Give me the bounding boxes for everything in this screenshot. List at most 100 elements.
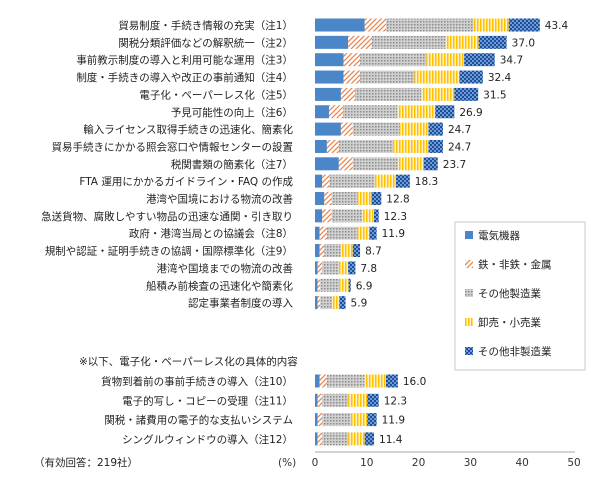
bar-segment-5-row-6: [435, 105, 455, 119]
value-labels-group: 43.4 37.0 34.7 32.4 31.526.9 24.7 24.7 23.7 18.3…: [351, 20, 569, 446]
bar-segment-1-row-3: [315, 53, 344, 67]
x-axis-ticks: 0 10 20 30 40 50: [312, 457, 581, 469]
bar-segment-1-row-6: [315, 105, 329, 119]
legend-label: その他製造業: [478, 287, 541, 300]
bar-segment-5-row-1: [508, 18, 540, 32]
bar-segment-3-row-4: [360, 70, 415, 84]
total-value-label: 31.5: [483, 89, 506, 101]
total-value-label: 43.4: [545, 20, 569, 32]
bar-segment-5-row-11: [371, 192, 382, 205]
bar-segment-2-row-1: [364, 18, 386, 32]
bar-segment-4-row-4: [414, 70, 460, 84]
category-label: 港湾や国境における物流の改善: [146, 193, 293, 206]
bar-segment-4-row-16: [339, 278, 349, 292]
bar-segment-2-row-2: [348, 35, 372, 49]
bar-segment-2-row-6: [328, 105, 343, 119]
bar-segment-2-row-18: [319, 374, 327, 388]
total-value-label: 6.9: [356, 280, 373, 292]
bar-segment-4-row-2: [445, 35, 479, 49]
category-label: 政府・港湾当局との協議会（注8）: [129, 227, 293, 240]
total-value-label: 7.8: [360, 263, 377, 275]
bar-segment-1-row-7: [315, 122, 341, 136]
bar-segment-1-row-11: [315, 192, 325, 205]
bar-segment-2-row-8: [326, 139, 339, 153]
bar-segment-2-row-20: [317, 413, 323, 427]
bar-segment-4-row-11: [357, 192, 372, 205]
bars-group: [315, 18, 540, 446]
bar-segment-5-row-10: [395, 174, 410, 188]
bar-segment-2-row-4: [343, 70, 361, 84]
bar-segment-1-row-4: [315, 70, 344, 84]
legend-label: 卸売・小売業: [478, 316, 541, 329]
bar-segment-4-row-1: [473, 18, 509, 32]
bar-segment-2-row-16: [317, 278, 321, 292]
category-label: 関税分類評価などの解釈統一（注2）: [118, 36, 293, 49]
legend-label: その他非製造業: [478, 345, 552, 358]
legend-label: 電気機器: [478, 229, 520, 242]
category-label: 制度・手続きの導入や改正の事前通知（注4）: [76, 71, 293, 84]
bar-segment-1-row-9: [315, 157, 339, 171]
legend-box: [454, 221, 586, 371]
bar-segment-3-row-5: [354, 87, 422, 101]
bar-segment-5-row-4: [459, 70, 483, 84]
legend-swatch: [465, 318, 473, 326]
bar-segment-5-row-19: [367, 393, 379, 407]
bar-segment-5-row-21: [364, 432, 375, 446]
category-label: 電子的写し・コピーの受理（注11）: [122, 394, 293, 407]
bar-segment-5-row-20: [367, 413, 377, 427]
x-tick-label: 40: [516, 457, 529, 469]
bar-segment-4-row-5: [421, 87, 455, 101]
bar-segment-3-row-17: [320, 296, 333, 310]
bar-segment-2-row-13: [319, 226, 327, 240]
bar-segment-3-row-2: [371, 35, 446, 49]
category-label: 貨物到着前の事前手続きの導入（注10）: [101, 375, 293, 388]
category-labels-group: 貿易制度・手続き情報の充実（注1） 関税分類評価などの解釈統一（注2） 事前教示制度…: [41, 19, 293, 446]
bar-segment-3-row-9: [352, 157, 398, 171]
bar-segment-1-row-16: [315, 278, 318, 292]
total-value-label: 32.4: [488, 72, 512, 84]
bar-segment-5-row-5: [454, 87, 479, 101]
bar-segment-3-row-8: [338, 139, 394, 153]
bar-segment-4-row-7: [399, 122, 429, 136]
bar-segment-4-row-6: [397, 105, 436, 119]
bar-segment-5-row-7: [428, 122, 443, 136]
bar-segment-2-row-10: [322, 174, 330, 188]
bar-segment-1-row-5: [315, 87, 341, 101]
bar-segment-3-row-1: [385, 18, 474, 32]
bar-segment-1-row-13: [315, 226, 320, 240]
category-label: 電子化・ペーパーレス化（注5）: [139, 88, 293, 101]
legend-swatch: [465, 289, 473, 297]
bar-segment-3-row-16: [320, 278, 340, 292]
bar-segment-5-row-13: [369, 226, 377, 240]
bar-segment-1-row-19: [315, 393, 318, 407]
bar-segment-3-row-19: [322, 393, 349, 407]
category-label: 船積み前検査の迅速化や簡素化: [146, 279, 293, 292]
total-value-label: 8.7: [365, 246, 382, 258]
bar-segment-3-row-6: [342, 105, 398, 119]
bar-segment-1-row-17: [315, 296, 318, 310]
legend-swatch: [465, 347, 473, 355]
bar-segment-5-row-3: [464, 53, 495, 67]
bar-segment-1-row-15: [315, 261, 318, 275]
total-value-label: 12.3: [384, 211, 407, 223]
bar-segment-1-row-21: [315, 432, 318, 446]
category-label: 事前教示制度の導入と利用可能な運用（注3）: [76, 54, 293, 67]
x-tick-label: 20: [412, 457, 425, 469]
category-label: 貿易制度・手続き情報の充実（注1）: [118, 19, 293, 32]
bar-segment-2-row-3: [343, 53, 361, 67]
bar-segment-3-row-18: [326, 374, 365, 388]
bar-segment-4-row-19: [348, 393, 368, 407]
bar-segment-1-row-1: [315, 18, 365, 32]
bar-segment-1-row-8: [315, 139, 327, 153]
bar-segment-3-row-13: [326, 226, 358, 240]
bar-segment-5-row-2: [478, 35, 507, 49]
legend-swatch: [465, 260, 473, 268]
bar-segment-2-row-14: [319, 244, 325, 258]
total-value-label: 11.9: [382, 415, 405, 427]
bar-segment-2-row-11: [324, 192, 332, 205]
total-value-label: 34.7: [500, 55, 523, 67]
bar-segment-1-row-10: [315, 174, 323, 188]
bar-segment-1-row-12: [315, 209, 323, 223]
